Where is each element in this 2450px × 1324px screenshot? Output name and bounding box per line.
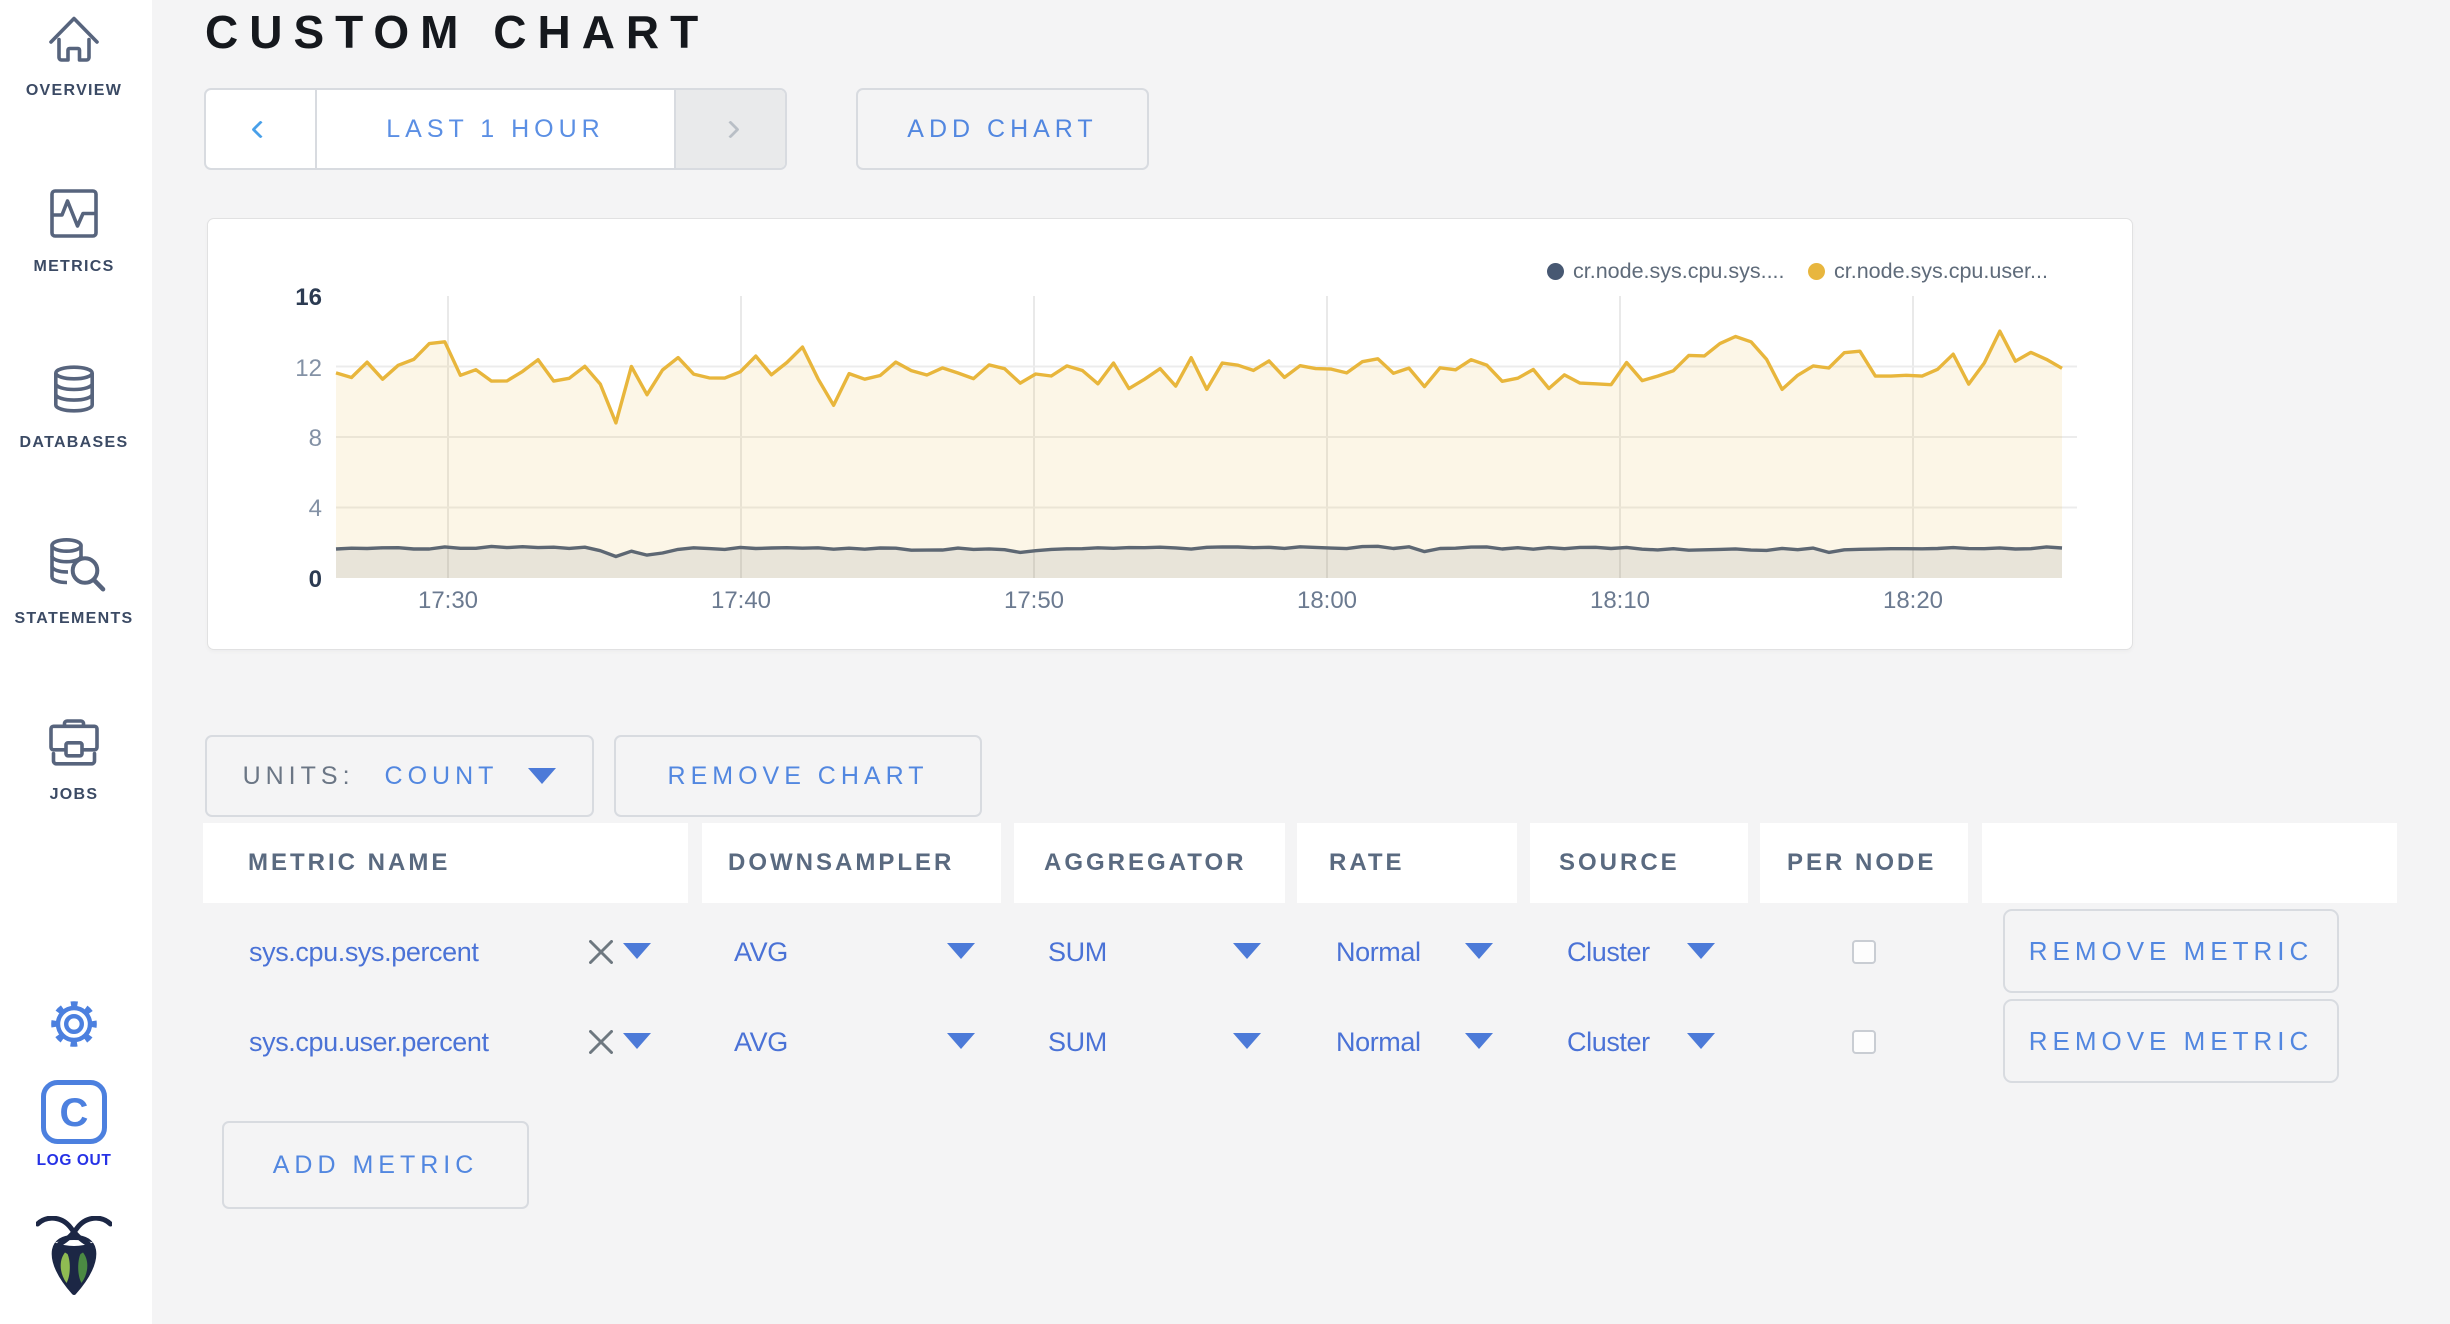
svg-text:0: 0 (309, 566, 322, 593)
svg-text:4: 4 (309, 495, 322, 522)
svg-text:18:20: 18:20 (1883, 587, 1943, 614)
svg-text:12: 12 (295, 355, 322, 382)
svg-text:C: C (60, 1091, 89, 1135)
svg-text:16: 16 (295, 284, 322, 311)
svg-text:18:00: 18:00 (1297, 587, 1357, 614)
svg-text:17:40: 17:40 (711, 587, 771, 614)
svg-text:17:50: 17:50 (1004, 587, 1064, 614)
svg-text:8: 8 (309, 425, 322, 452)
svg-text:18:10: 18:10 (1590, 587, 1650, 614)
svg-text:17:30: 17:30 (418, 587, 478, 614)
